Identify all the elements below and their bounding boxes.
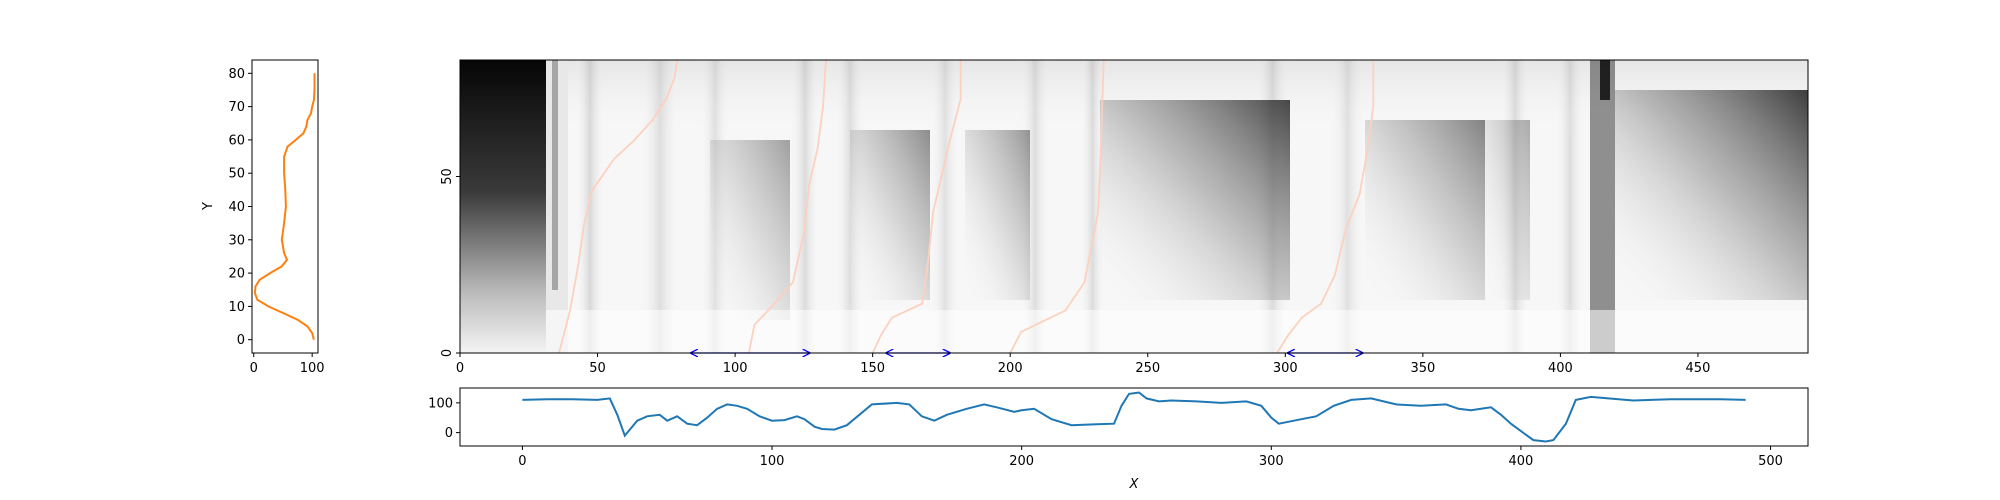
bottom-x-tick-label: 0 xyxy=(518,454,526,469)
heatmap-x-tick-label: 0 xyxy=(456,361,464,376)
heatmap-x-tick-label: 100 xyxy=(723,361,748,376)
left-x-tick-label: 0 xyxy=(250,361,258,376)
bottom-profile-line xyxy=(522,391,1746,443)
left-profile-line xyxy=(253,73,316,340)
heatmap-x-tick-label: 250 xyxy=(1135,361,1160,376)
bottom-profile-x-ticks: 0 100 200 300 400 500 xyxy=(518,446,1783,469)
bottom-profile-axes: 0 100 0 100 200 300 400 500 X xyxy=(428,387,1809,492)
heatmap-x-tick-label: 350 xyxy=(1410,361,1435,376)
cost-matrix-image xyxy=(460,60,1808,353)
heatmap-x-ticks: 0 50 100 150 200 250 300 350 400 450 xyxy=(456,353,1711,376)
bottom-y-tick-label: 0 xyxy=(445,426,453,441)
bottom-profile-y-ticks: 0 100 xyxy=(428,396,460,441)
bottom-y-tick-label: 100 xyxy=(428,396,453,411)
heatmap-frame xyxy=(459,59,1809,354)
bottom-profile-x-axis-label: X xyxy=(1129,477,1140,492)
left-x-tick-label: 100 xyxy=(300,361,325,376)
left-y-tick-label: 60 xyxy=(228,133,245,148)
left-y-tick-label: 40 xyxy=(228,200,245,215)
heatmap-y-tick-label: 50 xyxy=(440,168,455,185)
heatmap-x-tick-label: 400 xyxy=(1548,361,1573,376)
heatmap-axes: 0 50 100 150 200 250 300 350 400 450 0 50 xyxy=(440,59,1809,376)
left-profile-y-axis-label: Y xyxy=(201,202,216,211)
heatmap-x-tick-label: 200 xyxy=(998,361,1023,376)
warp-path-line xyxy=(1276,60,1375,353)
left-y-tick-label: 10 xyxy=(228,300,245,315)
left-y-tick-label: 70 xyxy=(228,100,245,115)
warp-path-line xyxy=(1009,60,1105,353)
heatmap-x-tick-label: 300 xyxy=(1273,361,1298,376)
bottom-x-tick-label: 500 xyxy=(1758,454,1783,469)
bottom-x-tick-label: 300 xyxy=(1259,454,1284,469)
warp-path-line xyxy=(558,60,679,353)
left-profile-y-ticks: 0 10 20 30 40 50 60 70 80 xyxy=(228,67,252,348)
left-profile-axes: 0 10 20 30 40 50 60 70 80 0 100 Y xyxy=(201,59,325,376)
bottom-x-tick-label: 100 xyxy=(760,454,785,469)
heatmap-x-tick-label: 50 xyxy=(589,361,606,376)
bottom-x-tick-label: 400 xyxy=(1509,454,1534,469)
heatmap-y-tick-label: 0 xyxy=(440,349,455,357)
left-y-tick-label: 80 xyxy=(228,67,245,82)
left-y-tick-label: 50 xyxy=(228,167,245,182)
warp-path-line xyxy=(748,60,827,353)
left-y-tick-label: 0 xyxy=(237,333,245,348)
heatmap-x-tick-label: 150 xyxy=(860,361,885,376)
heatmap-y-ticks: 0 50 xyxy=(440,168,460,357)
bottom-x-tick-label: 200 xyxy=(1009,454,1034,469)
left-y-tick-label: 20 xyxy=(228,267,245,282)
warp-paths xyxy=(558,60,1375,353)
warp-path-line xyxy=(871,60,962,353)
heatmap-x-tick-label: 450 xyxy=(1686,361,1711,376)
left-y-tick-label: 30 xyxy=(228,233,245,248)
left-profile-x-ticks: 0 100 xyxy=(250,353,325,376)
